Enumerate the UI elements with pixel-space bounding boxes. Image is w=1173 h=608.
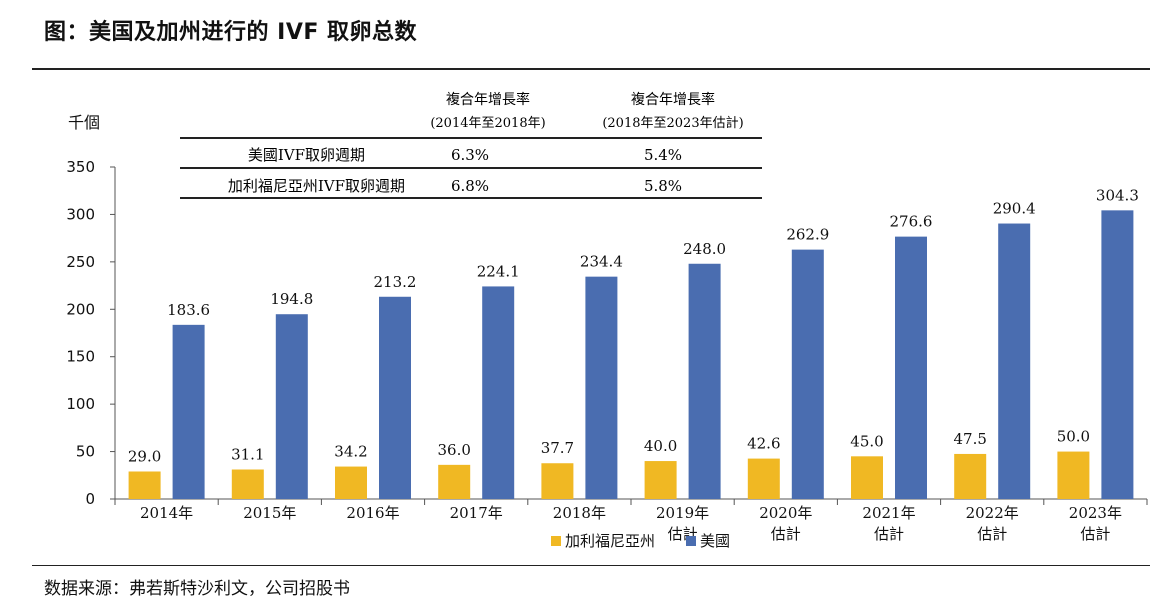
chart-title: 图：美国及加州进行的 IVF 取卵总数 [44,20,418,45]
x-tick-label: 估計 [771,525,801,543]
y-tick-label: 100 [66,395,95,413]
data-label-ca: 31.1 [231,445,264,463]
cagr-col1-header: 複合年增長率 [446,91,530,108]
chart-bars: 29.0 31.1 34.2 36.0 37.7 40.0 42.6 45.0 47.5 50.0… [128,186,1139,500]
bar-ca [954,453,987,499]
bar-ca [747,458,780,499]
data-label-ca: 36.0 [437,441,470,459]
data-label-ca: 40.0 [644,437,677,455]
data-label-us: 304.3 [1096,186,1139,204]
data-label-ca: 45.0 [850,432,883,450]
bar-us [482,286,515,499]
cagr-row-us-value-2: 5.4% [644,146,682,164]
cagr-col2-header: 複合年增長率 [631,91,715,108]
data-label-us: 248.0 [683,240,726,258]
bar-us [275,314,308,499]
x-tick-label: 2016年 [346,504,399,522]
x-tick-label: 2020年 [759,504,812,522]
x-tick-label: 2015年 [243,504,296,522]
data-label-us: 276.6 [890,213,933,231]
data-label-us: 194.8 [270,290,313,308]
cagr-row-us-label: 美國IVF取卵週期 [248,146,365,164]
y-tick-label: 50 [76,443,95,461]
data-label-ca: 29.0 [128,447,161,465]
legend-swatch-ca [551,536,561,546]
bar-ca [541,463,574,499]
x-tick-label: 2019年 [656,504,709,522]
legend-label-ca: 加利福尼亞州 [565,532,655,550]
x-tick-label: 2014年 [140,504,193,522]
bar-us [379,296,411,499]
y-tick-label: 0 [85,490,95,508]
data-label-us: 290.4 [993,200,1036,218]
y-tick-label: 350 [66,158,95,176]
chart-legend: 加利福尼亞州 美國 [551,532,730,550]
cagr-row-ca-value-2: 5.8% [644,177,682,195]
bar-us [172,324,205,499]
bar-ca [335,466,367,499]
source-note: 数据来源：弗若斯特沙利文，公司招股书 [44,579,350,599]
x-tick-label: 2022年 [966,504,1019,522]
bar-us [998,223,1031,499]
y-tick-label: 150 [66,348,95,366]
bar-ca [438,464,471,499]
bar-ca [231,469,264,499]
y-tick-label: 250 [66,253,95,271]
legend-swatch-us [686,536,696,546]
data-label-ca: 42.6 [747,435,780,453]
data-label-us: 224.1 [477,262,520,280]
bar-ca [1057,451,1090,499]
x-tick-label: 2023年 [1069,504,1122,522]
bar-us [585,276,618,499]
data-label-us: 262.9 [786,226,829,244]
cagr-row-us-value-1: 6.3% [451,146,489,164]
x-tick-label: 估計 [1080,525,1110,543]
bar-us [688,263,721,499]
bar-us [895,236,927,500]
x-tick-label: 2021年 [862,504,915,522]
bottom-rule [32,565,1150,566]
data-label-us: 183.6 [167,301,210,319]
cagr-row-ca-value-1: 6.8% [451,177,489,195]
data-label-us: 213.2 [374,273,417,291]
bar-us [791,249,824,499]
data-label-ca: 37.7 [541,439,574,457]
y-tick-label: 200 [66,300,95,318]
bar-ca [644,461,677,499]
data-label-ca: 47.5 [953,430,986,448]
x-tick-label: 2017年 [450,504,503,522]
bar-ca [128,471,161,499]
cagr-table: 複合年增長率 (2014年至2018年) 複合年增長率 (2018年至2023年… [180,91,762,199]
cagr-col2-period: (2018年至2023年估計) [602,115,743,131]
bar-us [1101,210,1134,499]
legend-label-us: 美國 [700,532,730,550]
x-tick-label: 估計 [874,525,904,543]
cagr-col1-period: (2014年至2018年) [430,116,545,131]
bar-ca [851,456,883,499]
y-tick-label: 300 [66,205,95,223]
data-label-us: 234.4 [580,253,623,271]
chart-axes: 0 50 100 150 200 250 300 350 千個 2014年 2015年 2016年 20… [66,113,1148,543]
x-tick-label: 2018年 [553,504,606,522]
y-axis-label: 千個 [68,113,100,132]
top-rule [32,68,1150,70]
cagr-row-ca-label: 加利福尼亞州IVF取卵週期 [228,177,405,195]
data-label-ca: 50.0 [1057,428,1090,446]
x-tick-label: 估計 [977,525,1007,543]
data-label-ca: 34.2 [334,443,367,461]
